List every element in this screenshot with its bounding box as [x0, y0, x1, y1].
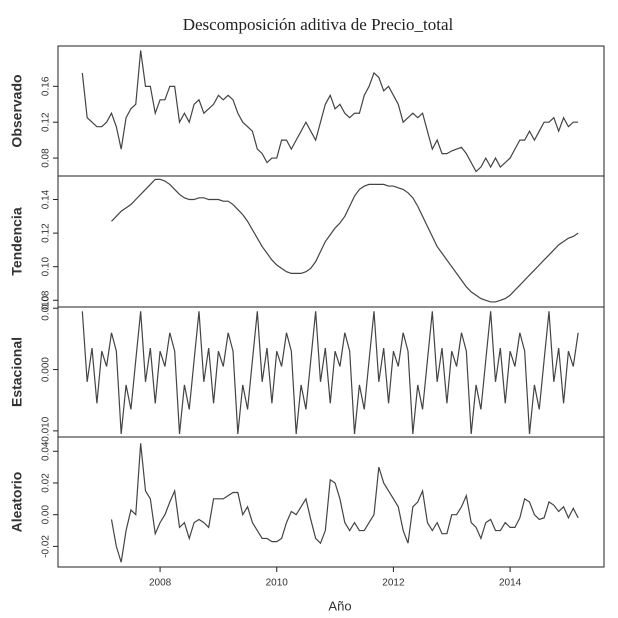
y-tick-label: 0.10	[41, 257, 52, 277]
series-line	[110, 443, 579, 563]
y-tick-label: 0.12	[41, 223, 52, 243]
y-tick-label: 0.08	[41, 290, 52, 310]
y-tick-label: 0.04	[41, 441, 52, 461]
y-tick-label: -0.02	[41, 535, 52, 558]
chart-title: Descomposición aditiva de Precio_total	[183, 15, 454, 34]
x-tick-label: 2012	[382, 578, 405, 589]
y-tick-label: 0.08	[41, 148, 52, 168]
series-line	[81, 50, 579, 173]
x-tick-label: 2010	[266, 578, 289, 589]
y-tick-label: 0.16	[41, 76, 52, 96]
panel-frame	[57, 45, 605, 177]
y-tick-label: 0.12	[41, 112, 52, 132]
y-axis-label: Observado	[9, 74, 25, 147]
x-tick-label: 2008	[149, 578, 172, 589]
x-axis-label: Año	[328, 598, 351, 613]
y-axis-label: Estacional	[9, 337, 25, 407]
y-tick-label: 0.00	[41, 505, 52, 525]
y-axis-label: Aleatorio	[9, 472, 25, 533]
y-tick-label: 0.14	[41, 189, 52, 209]
y-tick-label: 0.010	[41, 295, 52, 320]
y-tick-label: -0.010	[41, 416, 52, 445]
y-axis-label: Tendencia	[9, 207, 25, 275]
y-tick-label: 0.000	[41, 357, 52, 382]
series-line	[81, 311, 579, 434]
x-tick-label: 2014	[499, 578, 522, 589]
series-line	[111, 178, 579, 303]
y-tick-label: 0.02	[41, 473, 52, 493]
panel-frame	[57, 436, 605, 568]
panel-frame	[57, 306, 605, 438]
